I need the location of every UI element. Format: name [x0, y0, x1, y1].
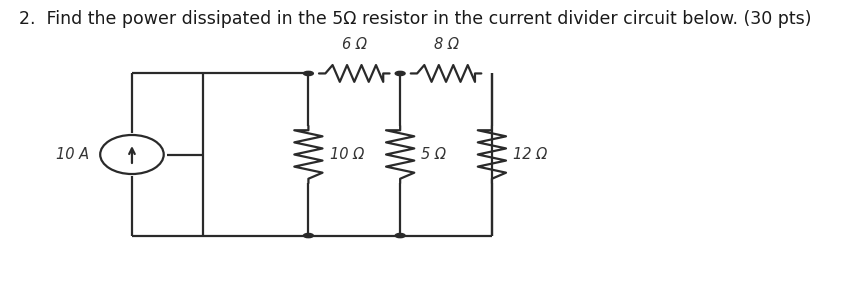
- Text: 8 Ω: 8 Ω: [433, 38, 458, 52]
- Text: 2.  Find the power dissipated in the 5Ω resistor in the current divider circuit : 2. Find the power dissipated in the 5Ω r…: [19, 10, 811, 28]
- Circle shape: [395, 233, 405, 238]
- Text: 10 A: 10 A: [56, 147, 90, 162]
- Text: 10 Ω: 10 Ω: [329, 147, 364, 162]
- Text: 5 Ω: 5 Ω: [422, 147, 446, 162]
- Text: 6 Ω: 6 Ω: [342, 38, 367, 52]
- Circle shape: [304, 71, 313, 75]
- Text: 12 Ω: 12 Ω: [513, 147, 547, 162]
- Circle shape: [395, 71, 405, 75]
- Circle shape: [304, 233, 313, 238]
